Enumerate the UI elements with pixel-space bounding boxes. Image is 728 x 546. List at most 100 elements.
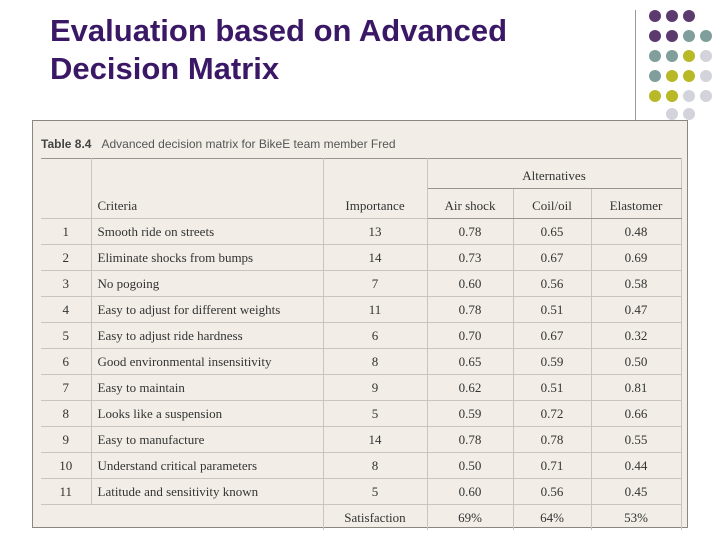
column-header: Coil/oil [513,188,592,219]
table-cell: 0.71 [513,452,592,479]
table-row: 6 Good environmental insensitivity 8 0.65 0.… [41,348,682,375]
table-cell: 6 [41,348,92,375]
table-cell: 11 [41,478,92,505]
table-cell: 0.70 [427,322,514,349]
table-cell: 0.45 [591,478,682,505]
table-cell: 0.59 [427,400,514,427]
table-cell: 0.78 [427,296,514,323]
table-cell: 8 [41,400,92,427]
table-cell: 8 [323,348,428,375]
table-row: 3 No pogoing 7 0.60 0.56 0.58 [41,270,682,297]
table-cell: 0.50 [591,348,682,375]
table-cell: 0.73 [427,244,514,271]
table-cell: No pogoing [91,270,324,297]
table-cell: 14 [323,244,428,271]
table-cell: 0.50 [427,452,514,479]
divider [635,10,636,122]
table-cell: 0.56 [513,270,592,297]
column-header: Criteria [91,158,324,219]
table-cell: Easy to adjust ride hardness [91,322,324,349]
table-row: 9 Easy to manufacture 14 0.78 0.78 0.55 [41,426,682,453]
table-row: 4 Easy to adjust for different weights 11 0… [41,296,682,323]
table-cell: Easy to manufacture [91,426,324,453]
table-cell: Understand critical parameters [91,452,324,479]
table-image: Table 8.4 Advanced decision matrix for Bi… [32,120,688,530]
table-cell: Latitude and sensitivity known [91,478,324,505]
table-cell: 2 [41,244,92,271]
caption-text: Advanced decision matrix for BikeE team … [101,137,396,151]
table-cell: 11 [323,296,428,323]
table-cell: 9 [323,374,428,401]
table-cell: 0.60 [427,270,514,297]
header-cell [41,158,92,219]
table-row: 5 Easy to adjust ride hardness 6 0.70 0.67 0.… [41,322,682,349]
table-cell: 8 [323,452,428,479]
decoration-dots [649,10,712,120]
table-cell: 0.78 [427,218,514,245]
slide-title: Evaluation based on Advanced Decision Ma… [50,13,508,86]
table-cell: 0.65 [427,348,514,375]
table-cell [41,504,324,530]
table-row: 1 Smooth ride on streets 13 0.78 0.65 0.48 [41,218,682,245]
table-cell: 1 [41,218,92,245]
table-row: 7 Easy to maintain 9 0.62 0.51 0.81 [41,374,682,401]
column-header: Air shock [427,188,514,219]
table-cell: Good environmental insensitivity [91,348,324,375]
table-cell: 0.81 [591,374,682,401]
table-row: 11 Latitude and sensitivity known 5 0.60 0.5… [41,478,682,505]
table-cell: 0.62 [427,374,514,401]
table-cell: Easy to maintain [91,374,324,401]
column-header: Elastomer [591,188,682,219]
satisfaction-value: 69% [427,504,514,530]
table-cell: 0.48 [591,218,682,245]
table-cell: 0.56 [513,478,592,505]
table-cell: 0.78 [513,426,592,453]
table-cell: 6 [323,322,428,349]
footer-row: Satisfaction 69% 64% 53% [41,504,682,530]
table-cell: 4 [41,296,92,323]
table-cell: 3 [41,270,92,297]
decision-matrix: Criteria Importance Alternatives Air sho… [41,158,682,530]
dots [649,10,712,120]
group-header: Alternatives [427,158,682,189]
table-cell: 13 [323,218,428,245]
table-cell: 0.58 [591,270,682,297]
table-caption: Table 8.4 Advanced decision matrix for Bi… [41,137,396,151]
table-cell: 5 [323,400,428,427]
table-cell: 0.72 [513,400,592,427]
table-cell: 7 [323,270,428,297]
table-cell: 0.44 [591,452,682,479]
table-cell: 0.67 [513,244,592,271]
table-cell: Smooth ride on streets [91,218,324,245]
table-row: 8 Looks like a suspension 5 0.59 0.72 0.66 [41,400,682,427]
satisfaction-value: 64% [513,504,592,530]
table-cell: 7 [41,374,92,401]
table-cell: 0.65 [513,218,592,245]
table-cell: 0.51 [513,374,592,401]
table-cell: Looks like a suspension [91,400,324,427]
caption-label: Table 8.4 [41,137,92,151]
table-cell: 10 [41,452,92,479]
table-cell: Eliminate shocks from bumps [91,244,324,271]
table-cell: 0.55 [591,426,682,453]
table-cell: 0.32 [591,322,682,349]
table-cell: Easy to adjust for different weights [91,296,324,323]
table-cell: 0.66 [591,400,682,427]
satisfaction-value: 53% [591,504,682,530]
column-header: Importance [323,158,428,219]
table-cell: 5 [323,478,428,505]
table-cell: 0.78 [427,426,514,453]
table-cell: 5 [41,322,92,349]
table-cell: 0.51 [513,296,592,323]
table-row: 10 Understand critical parameters 8 0.50 0.7… [41,452,682,479]
footer-label: Satisfaction [323,504,428,530]
table-cell: 9 [41,426,92,453]
table-cell: 0.59 [513,348,592,375]
table-row: 2 Eliminate shocks from bumps 14 0.73 0.67 0.… [41,244,682,271]
table-cell: 0.69 [591,244,682,271]
table-cell: 0.47 [591,296,682,323]
table-cell: 0.67 [513,322,592,349]
table-cell: 14 [323,426,428,453]
table-cell: 0.60 [427,478,514,505]
